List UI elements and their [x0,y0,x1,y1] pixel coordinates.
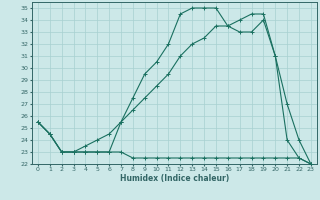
X-axis label: Humidex (Indice chaleur): Humidex (Indice chaleur) [120,174,229,183]
